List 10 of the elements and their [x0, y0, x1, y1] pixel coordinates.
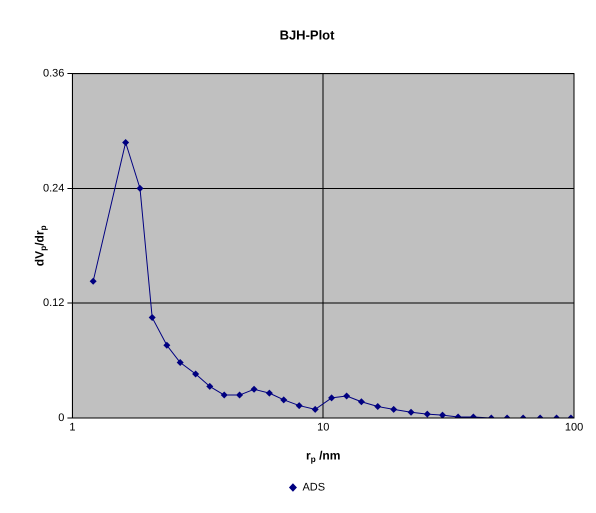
y-tick-label: 0.36 [42, 68, 64, 80]
x-tick-label: 10 [317, 422, 330, 434]
x-tick-label: 100 [564, 422, 584, 434]
y-axis-title: dVp/drp [32, 225, 48, 266]
legend-label: ADS [302, 482, 326, 494]
chart-title: BJH-Plot [280, 27, 336, 42]
y-tick-label: 0.12 [42, 297, 64, 310]
y-tick-label: 0.24 [42, 182, 64, 194]
x-tick-label: 1 [69, 422, 76, 434]
y-tick-label: 0 [58, 412, 64, 424]
